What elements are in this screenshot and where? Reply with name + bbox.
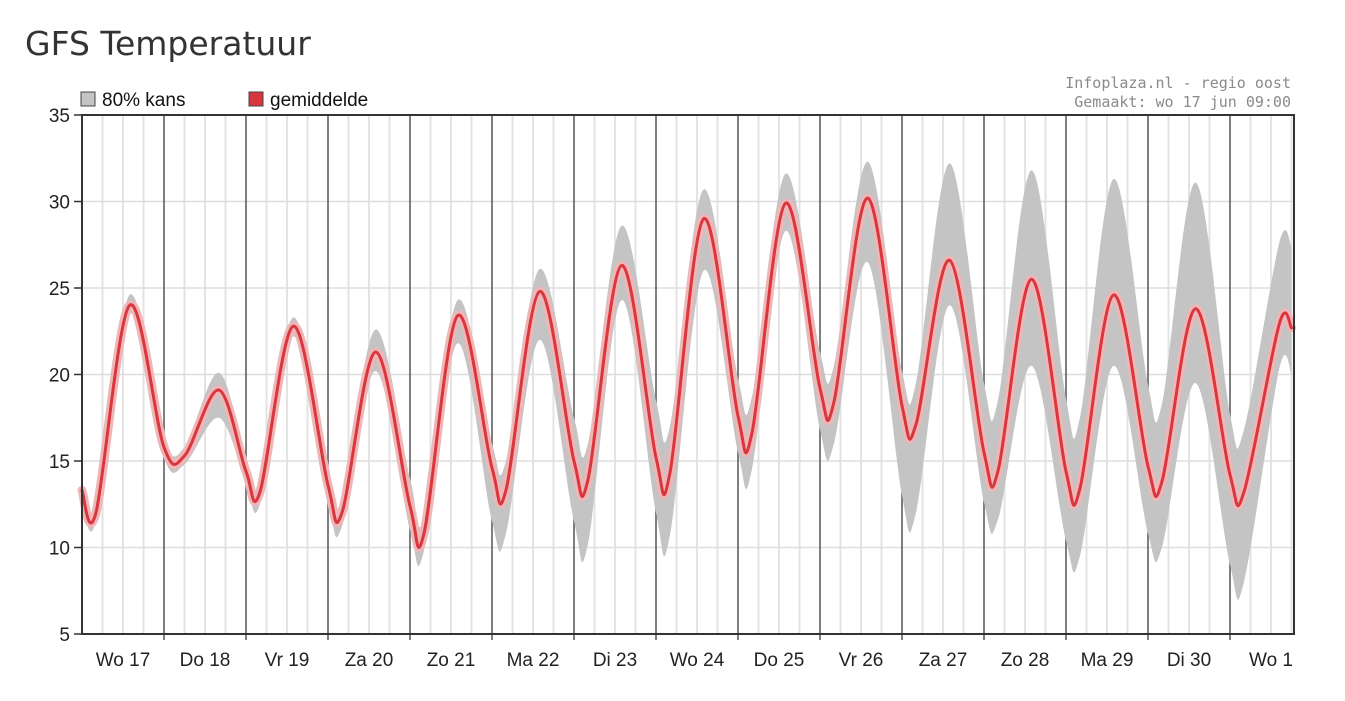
x-tick-label: Di 30 bbox=[1167, 650, 1211, 671]
x-tick-label: Ma 29 bbox=[1081, 650, 1134, 671]
x-tick-label: Vr 19 bbox=[265, 650, 310, 671]
confidence-band bbox=[82, 161, 1292, 600]
mean-line-group bbox=[77, 193, 1296, 552]
x-tick-label: Wo 1 bbox=[1249, 650, 1293, 671]
y-tick-label: 25 bbox=[49, 279, 70, 300]
y-tick-label: 35 bbox=[49, 106, 70, 127]
credit-source: Infoplaza.nl - regio oost bbox=[1065, 74, 1291, 92]
legend-band-label: 80% kans bbox=[102, 90, 185, 111]
y-tick-label: 20 bbox=[49, 366, 70, 387]
x-tick-label: Do 18 bbox=[180, 650, 231, 671]
confidence-band-group bbox=[82, 161, 1292, 600]
x-tick-label: Do 25 bbox=[754, 650, 805, 671]
x-tick-label: Za 27 bbox=[919, 650, 968, 671]
legend-mean-swatch bbox=[248, 91, 264, 107]
major-gridlines bbox=[82, 115, 1294, 640]
x-tick-label: Di 23 bbox=[593, 650, 637, 671]
x-tick-label: Zo 28 bbox=[1001, 650, 1050, 671]
y-tick-label: 30 bbox=[49, 193, 70, 214]
x-tick-label: Ma 22 bbox=[507, 650, 560, 671]
x-axis-ticks: Wo 17 Do 18 Vr 19 Za 20 Zo 21 Ma 22 Di 23 Wo 24… bbox=[96, 650, 1293, 671]
page-title: GFS Temperatuur bbox=[25, 24, 311, 63]
credit-made: Gemaakt: wo 17 jun 09:00 bbox=[1074, 93, 1291, 111]
y-axis-ticks: 5 10 15 20 25 30 35 bbox=[49, 106, 82, 646]
x-tick-label: Za 20 bbox=[345, 650, 394, 671]
mean-line bbox=[80, 196, 1293, 549]
y-tick-label: 5 bbox=[59, 625, 70, 646]
x-tick-label: Wo 17 bbox=[96, 650, 151, 671]
x-tick-label: Zo 21 bbox=[427, 650, 476, 671]
y-tick-label: 10 bbox=[49, 539, 70, 560]
x-tick-label: Wo 24 bbox=[670, 650, 725, 671]
legend-mean-label: gemiddelde bbox=[270, 90, 368, 111]
y-tick-label: 15 bbox=[49, 452, 70, 473]
legend: 80% kans gemiddelde bbox=[80, 90, 368, 111]
x-tick-label: Vr 26 bbox=[839, 650, 884, 671]
legend-band-swatch bbox=[80, 91, 96, 107]
